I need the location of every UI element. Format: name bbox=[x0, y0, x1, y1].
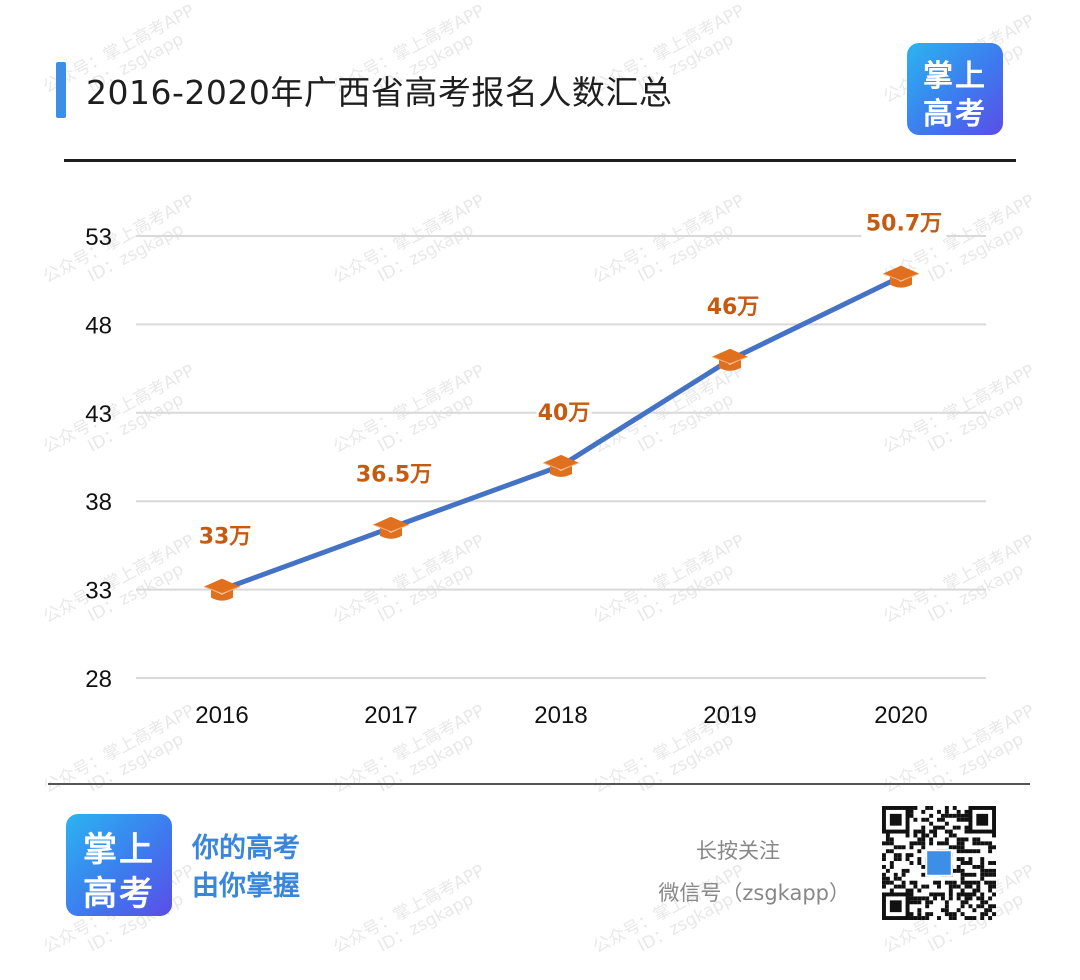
data-label: 50.7万 bbox=[866, 212, 942, 237]
data-label-bg bbox=[705, 291, 761, 322]
x-tick-label: 2018 bbox=[534, 702, 587, 729]
footer-divider bbox=[48, 783, 1030, 785]
data-label-bg bbox=[197, 521, 253, 552]
logo-text-line1: 掌上 bbox=[83, 830, 155, 870]
x-tick-label: 2019 bbox=[703, 702, 756, 729]
graduation-cap-icon bbox=[542, 454, 580, 477]
y-tick-label: 53 bbox=[85, 224, 112, 251]
slogan: 你的高考 由你掌握 bbox=[192, 830, 300, 906]
y-tick-label: 33 bbox=[85, 578, 112, 605]
page-title: 2016-2020年广西省高考报名人数汇总 bbox=[86, 73, 673, 112]
x-tick-label: 2016 bbox=[195, 702, 248, 729]
graduation-cap-icon bbox=[711, 348, 749, 371]
data-label-bg bbox=[861, 208, 947, 239]
graduation-cap-icon bbox=[882, 265, 920, 288]
y-tick-label: 28 bbox=[85, 666, 112, 693]
follow-prompt: 长按关注 bbox=[696, 839, 780, 863]
graduation-cap-icon bbox=[372, 516, 410, 539]
title-accent-bar bbox=[56, 62, 66, 118]
header-divider bbox=[64, 159, 1016, 162]
logo-text-line2: 高考 bbox=[923, 97, 987, 132]
qr-code[interactable] bbox=[882, 806, 996, 920]
x-tick-label: 2017 bbox=[364, 702, 417, 729]
y-tick-label: 38 bbox=[85, 489, 112, 516]
data-label: 36.5万 bbox=[356, 463, 432, 488]
data-label-bg bbox=[536, 397, 592, 428]
graduation-cap-icon bbox=[203, 578, 241, 601]
x-tick-label: 2020 bbox=[874, 702, 927, 729]
data-label: 40万 bbox=[538, 401, 591, 426]
slogan-line2: 由你掌握 bbox=[192, 871, 300, 902]
wechat-id: 微信号（zsgkapp） bbox=[658, 881, 850, 905]
data-label: 33万 bbox=[199, 525, 252, 550]
slogan-line1: 你的高考 bbox=[192, 833, 300, 864]
data-label: 46万 bbox=[707, 295, 760, 320]
data-label-bg bbox=[351, 459, 437, 490]
follow-info: 长按关注 微信号（zsgkapp） bbox=[600, 830, 850, 914]
y-tick-label: 48 bbox=[85, 312, 112, 339]
logo-text-line2: 高考 bbox=[83, 874, 155, 914]
logo-text-line1: 掌上 bbox=[923, 59, 987, 94]
y-tick-label: 43 bbox=[85, 401, 112, 428]
app-logo-top: 掌上 高考 bbox=[907, 43, 1003, 135]
line-chart: 28 33 38 43 48 53 2016 2017 2018 2019 2020 33万 36.5万… bbox=[85, 208, 986, 729]
app-logo-bottom: 掌上 高考 bbox=[66, 814, 172, 916]
